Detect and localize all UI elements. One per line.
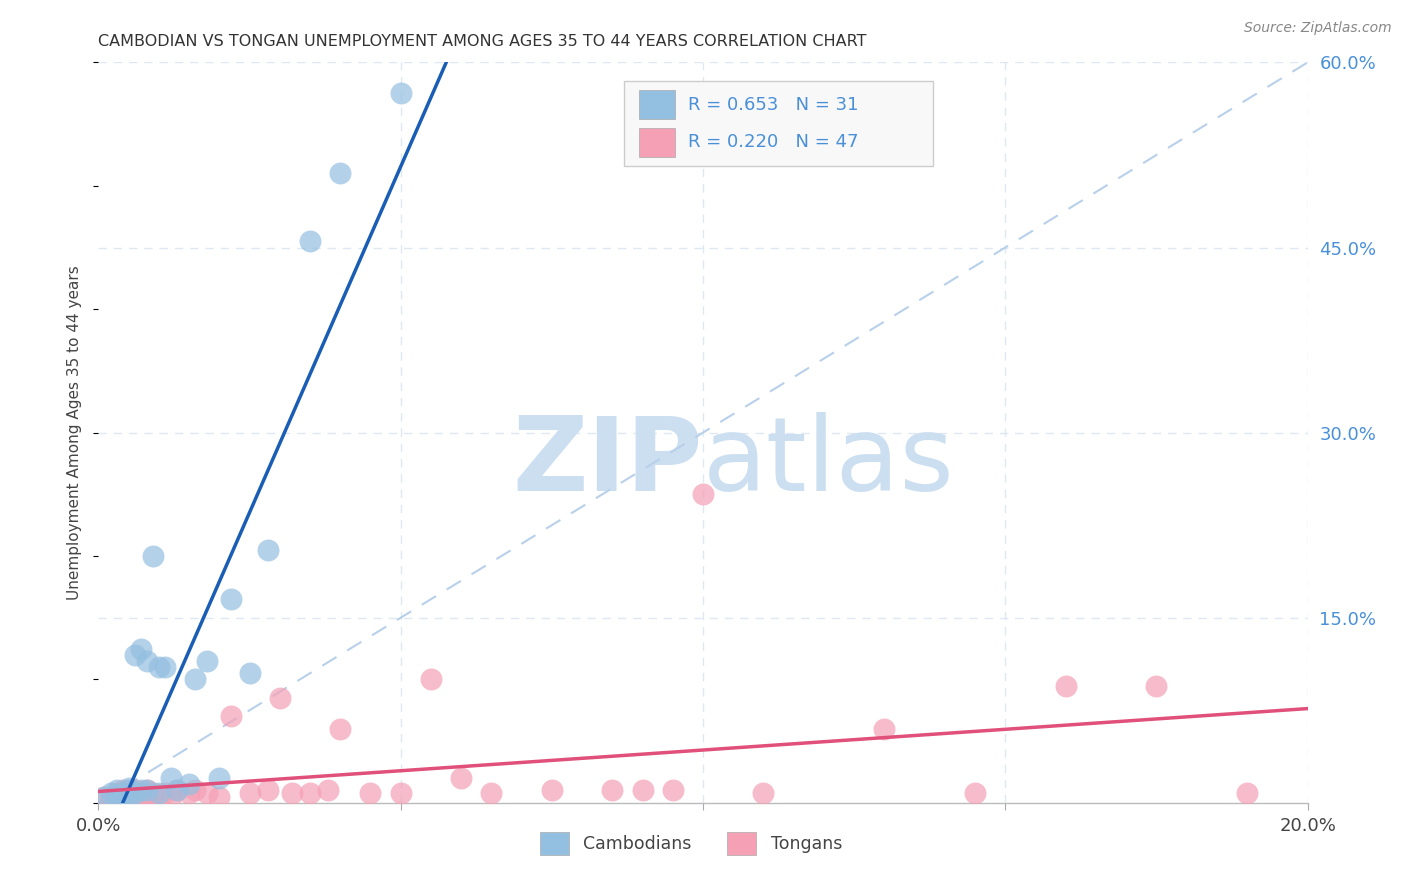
Point [118, 789, 141, 804]
Point [142, 786, 165, 800]
Point [111, 789, 134, 804]
Point [111, 786, 134, 800]
Point [93, 789, 115, 804]
Point [148, 789, 170, 804]
Point [221, 592, 243, 607]
Point [105, 783, 128, 797]
Point [124, 786, 146, 800]
Point [281, 786, 304, 800]
Point [166, 783, 188, 797]
Point [148, 660, 170, 674]
FancyBboxPatch shape [624, 81, 932, 166]
Text: R = 0.653   N = 31: R = 0.653 N = 31 [689, 95, 859, 113]
Point [420, 673, 443, 687]
Point [269, 690, 291, 705]
Point [329, 166, 352, 180]
Bar [540, 832, 569, 855]
Point [160, 771, 183, 785]
Point [965, 786, 987, 800]
Bar [727, 832, 756, 855]
Point [661, 783, 683, 797]
Point [239, 666, 262, 681]
Point [195, 654, 218, 668]
Point [195, 786, 218, 800]
Point [692, 487, 714, 501]
Point [481, 786, 503, 800]
Point [129, 786, 152, 800]
Point [299, 235, 322, 249]
Bar [638, 128, 675, 157]
Point [153, 660, 176, 674]
Point [179, 777, 201, 791]
Point [142, 549, 165, 563]
Point [100, 789, 122, 804]
Point [540, 783, 562, 797]
Point [360, 786, 382, 800]
Point [329, 722, 352, 736]
Point [124, 789, 146, 804]
Text: Source: ZipAtlas.com: Source: ZipAtlas.com [1244, 21, 1392, 35]
Point [389, 786, 412, 800]
Point [100, 786, 122, 800]
Text: Cambodians: Cambodians [583, 835, 692, 853]
Point [1054, 679, 1077, 693]
Point [256, 783, 278, 797]
Point [111, 783, 134, 797]
Point [111, 789, 134, 804]
Point [256, 542, 278, 557]
Point [118, 786, 141, 800]
Bar [638, 90, 675, 120]
Y-axis label: Unemployment Among Ages 35 to 44 years: Unemployment Among Ages 35 to 44 years [67, 265, 83, 600]
Point [160, 789, 183, 804]
Point [1236, 786, 1258, 800]
Point [179, 786, 201, 800]
Point [752, 786, 775, 800]
Point [184, 783, 207, 797]
Point [873, 722, 896, 736]
Point [129, 783, 152, 797]
Text: CAMBODIAN VS TONGAN UNEMPLOYMENT AMONG AGES 35 TO 44 YEARS CORRELATION CHART: CAMBODIAN VS TONGAN UNEMPLOYMENT AMONG A… [98, 34, 868, 49]
Point [389, 87, 412, 101]
Point [1144, 679, 1167, 693]
Point [135, 783, 157, 797]
Point [129, 641, 152, 656]
Point [221, 709, 243, 723]
Point [124, 783, 146, 797]
Point [208, 789, 231, 804]
Point [118, 780, 141, 795]
Point [208, 771, 231, 785]
Point [184, 673, 207, 687]
Point [105, 786, 128, 800]
Point [299, 786, 322, 800]
Point [602, 783, 624, 797]
Point [118, 789, 141, 804]
Point [148, 786, 170, 800]
Point [450, 771, 472, 785]
Point [135, 654, 157, 668]
Point [153, 786, 176, 800]
Point [135, 783, 157, 797]
Point [166, 783, 188, 797]
Text: Tongans: Tongans [770, 835, 842, 853]
Text: atlas: atlas [703, 412, 955, 513]
Text: ZIP: ZIP [513, 412, 703, 513]
Point [135, 789, 157, 804]
Point [239, 786, 262, 800]
Point [105, 789, 128, 804]
Point [118, 783, 141, 797]
Point [129, 789, 152, 804]
Point [631, 783, 654, 797]
Point [105, 789, 128, 804]
Point [93, 789, 115, 804]
Point [124, 648, 146, 662]
Text: R = 0.220   N = 47: R = 0.220 N = 47 [689, 134, 859, 152]
Point [316, 783, 339, 797]
